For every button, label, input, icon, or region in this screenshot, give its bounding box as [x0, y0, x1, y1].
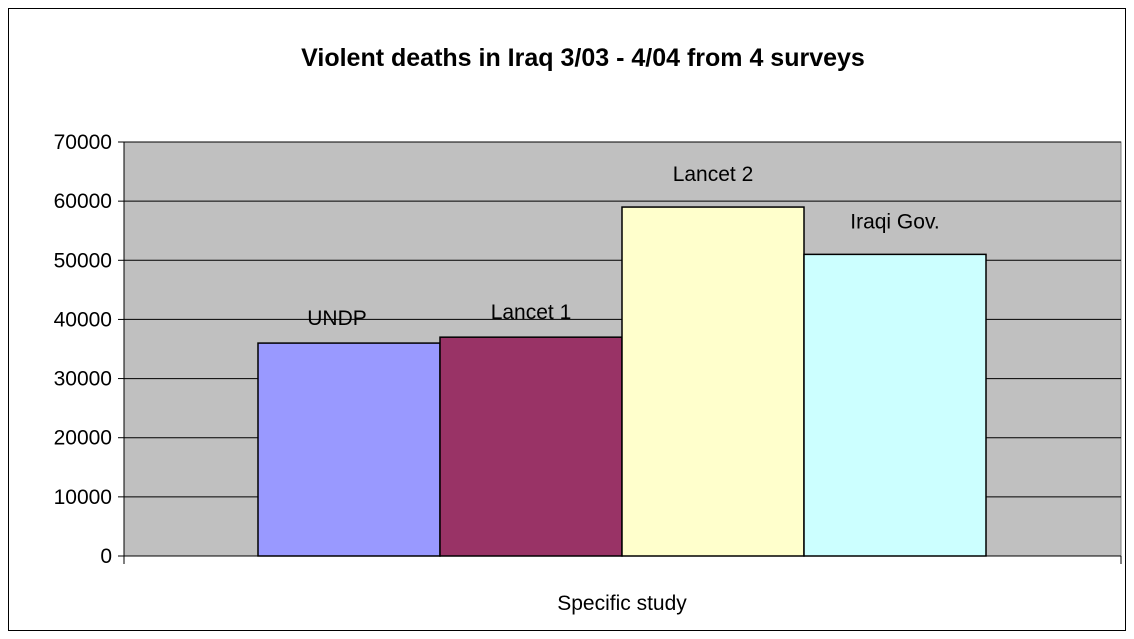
- y-tick-label: 60000: [54, 190, 112, 213]
- data-label: Lancet 1: [491, 301, 572, 324]
- data-label: Lancet 2: [673, 163, 754, 186]
- data-label: Iraqi Gov.: [850, 210, 939, 233]
- bar-4: [803, 253, 987, 557]
- bar-3: [621, 206, 805, 557]
- bar-1: [257, 342, 441, 557]
- y-tick-label: 70000: [54, 131, 112, 154]
- y-tick-label: 0: [100, 545, 112, 568]
- chart-title: Violent deaths in Iraq 3/03 - 4/04 from …: [301, 44, 865, 72]
- bar-labels: UNDP Lancet 1 Lancet 2 Iraqi Gov.: [307, 163, 940, 330]
- data-label: UNDP: [307, 307, 367, 330]
- y-tick-label: 10000: [54, 486, 112, 509]
- bars: [257, 206, 987, 557]
- y-tick-label: 40000: [54, 308, 112, 331]
- y-axis: 0 10000 20000 30000 40000 50000 60000 70000: [54, 131, 1122, 568]
- x-axis-label: Specific study: [557, 592, 687, 615]
- bar-2: [439, 336, 623, 557]
- y-tick-label: 50000: [54, 249, 112, 272]
- y-tick-label: 30000: [54, 368, 112, 391]
- y-tick-label: 20000: [54, 427, 112, 450]
